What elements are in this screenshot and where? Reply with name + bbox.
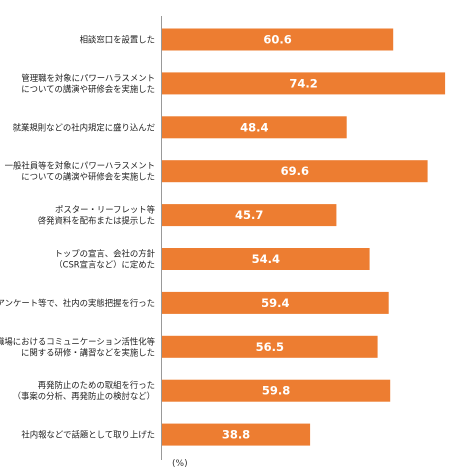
category-label-line: 再発防止のための取組を行った <box>38 380 155 390</box>
category-label-line: 職場におけるコミュニケーション活性化等 <box>0 336 155 346</box>
category-label-0: 相談窓口を設置した <box>80 35 155 45</box>
bar-4 <box>162 204 337 227</box>
bar-6 <box>162 291 389 314</box>
category-label-line: トップの宣言、会社の方針 <box>55 249 156 259</box>
category-label-9: 社内報などで話題として取り上げた <box>21 430 155 440</box>
data-label-8: 59.8 <box>262 384 290 398</box>
data-label-5: 54.4 <box>252 252 280 266</box>
bar-7 <box>162 335 378 358</box>
category-label-6: アンケート等で、社内の実態把握を行った <box>0 298 155 308</box>
category-label-line: 管理職を対象にパワーハラスメント <box>21 73 155 83</box>
category-label-5: トップの宣言、会社の方針（CSR宣言など）に定めた <box>54 249 155 270</box>
data-label-0: 60.6 <box>263 33 291 47</box>
bar-1 <box>162 72 446 95</box>
category-label-line: （事案の分析、再発防止の検討など） <box>13 391 155 401</box>
data-label-2: 48.4 <box>240 120 268 134</box>
data-label-4: 45.7 <box>235 208 263 222</box>
category-label-line: についての講演や研修会を実施した <box>21 172 155 182</box>
data-label-9: 38.8 <box>222 428 250 442</box>
bar-2 <box>162 116 347 139</box>
bar-5 <box>162 248 370 270</box>
category-label-line: （CSR宣言など）に定めた <box>54 260 155 270</box>
bar-8 <box>162 379 391 402</box>
bar-3 <box>162 160 428 183</box>
category-label-line: 一般社員等を対象にパワーハラスメント <box>5 161 155 171</box>
data-label-7: 56.5 <box>256 340 284 354</box>
category-label-8: 再発防止のための取組を行った（事案の分析、再発防止の検討など） <box>13 380 155 401</box>
category-label-4: ポスター・リーフレット等啓発資料を配布または提示した <box>38 205 155 226</box>
category-labels-layer: 相談窓口を設置した管理職を対象にパワーハラスメントについての講演や研修会を実施し… <box>0 35 156 440</box>
category-label-line: 啓発資料を配布または提示した <box>38 216 155 226</box>
category-label-line: についての講演や研修会を実施した <box>21 84 155 94</box>
bar-0 <box>162 28 394 51</box>
data-label-1: 74.2 <box>289 76 317 90</box>
category-label-line: に関する研修・講習などを実施した <box>21 347 155 357</box>
category-label-line: 就業規則などの社内規定に盛り込んだ <box>13 122 155 132</box>
data-label-3: 69.6 <box>281 164 309 178</box>
data-label-6: 59.4 <box>261 296 289 310</box>
category-label-1: 管理職を対象にパワーハラスメントについての講演や研修会を実施した <box>21 73 155 94</box>
category-label-line: ポスター・リーフレット等 <box>55 205 155 215</box>
category-label-3: 一般社員等を対象にパワーハラスメントについての講演や研修会を実施した <box>5 161 155 182</box>
x-axis-unit-label: (%) <box>172 459 188 469</box>
category-label-line: 社内報などで話題として取り上げた <box>21 430 155 440</box>
category-label-2: 就業規則などの社内規定に盛り込んだ <box>13 122 155 132</box>
category-label-line: アンケート等で、社内の実態把握を行った <box>0 298 155 308</box>
bar-9 <box>162 423 311 446</box>
category-label-7: 職場におけるコミュニケーション活性化等に関する研修・講習などを実施した <box>0 336 155 357</box>
bars-layer: 60.6 74.2 48.4 69.6 45.7 54.4 59.4 56.5 59.8 38.8 <box>162 28 446 446</box>
category-label-line: 相談窓口を設置した <box>80 35 155 45</box>
